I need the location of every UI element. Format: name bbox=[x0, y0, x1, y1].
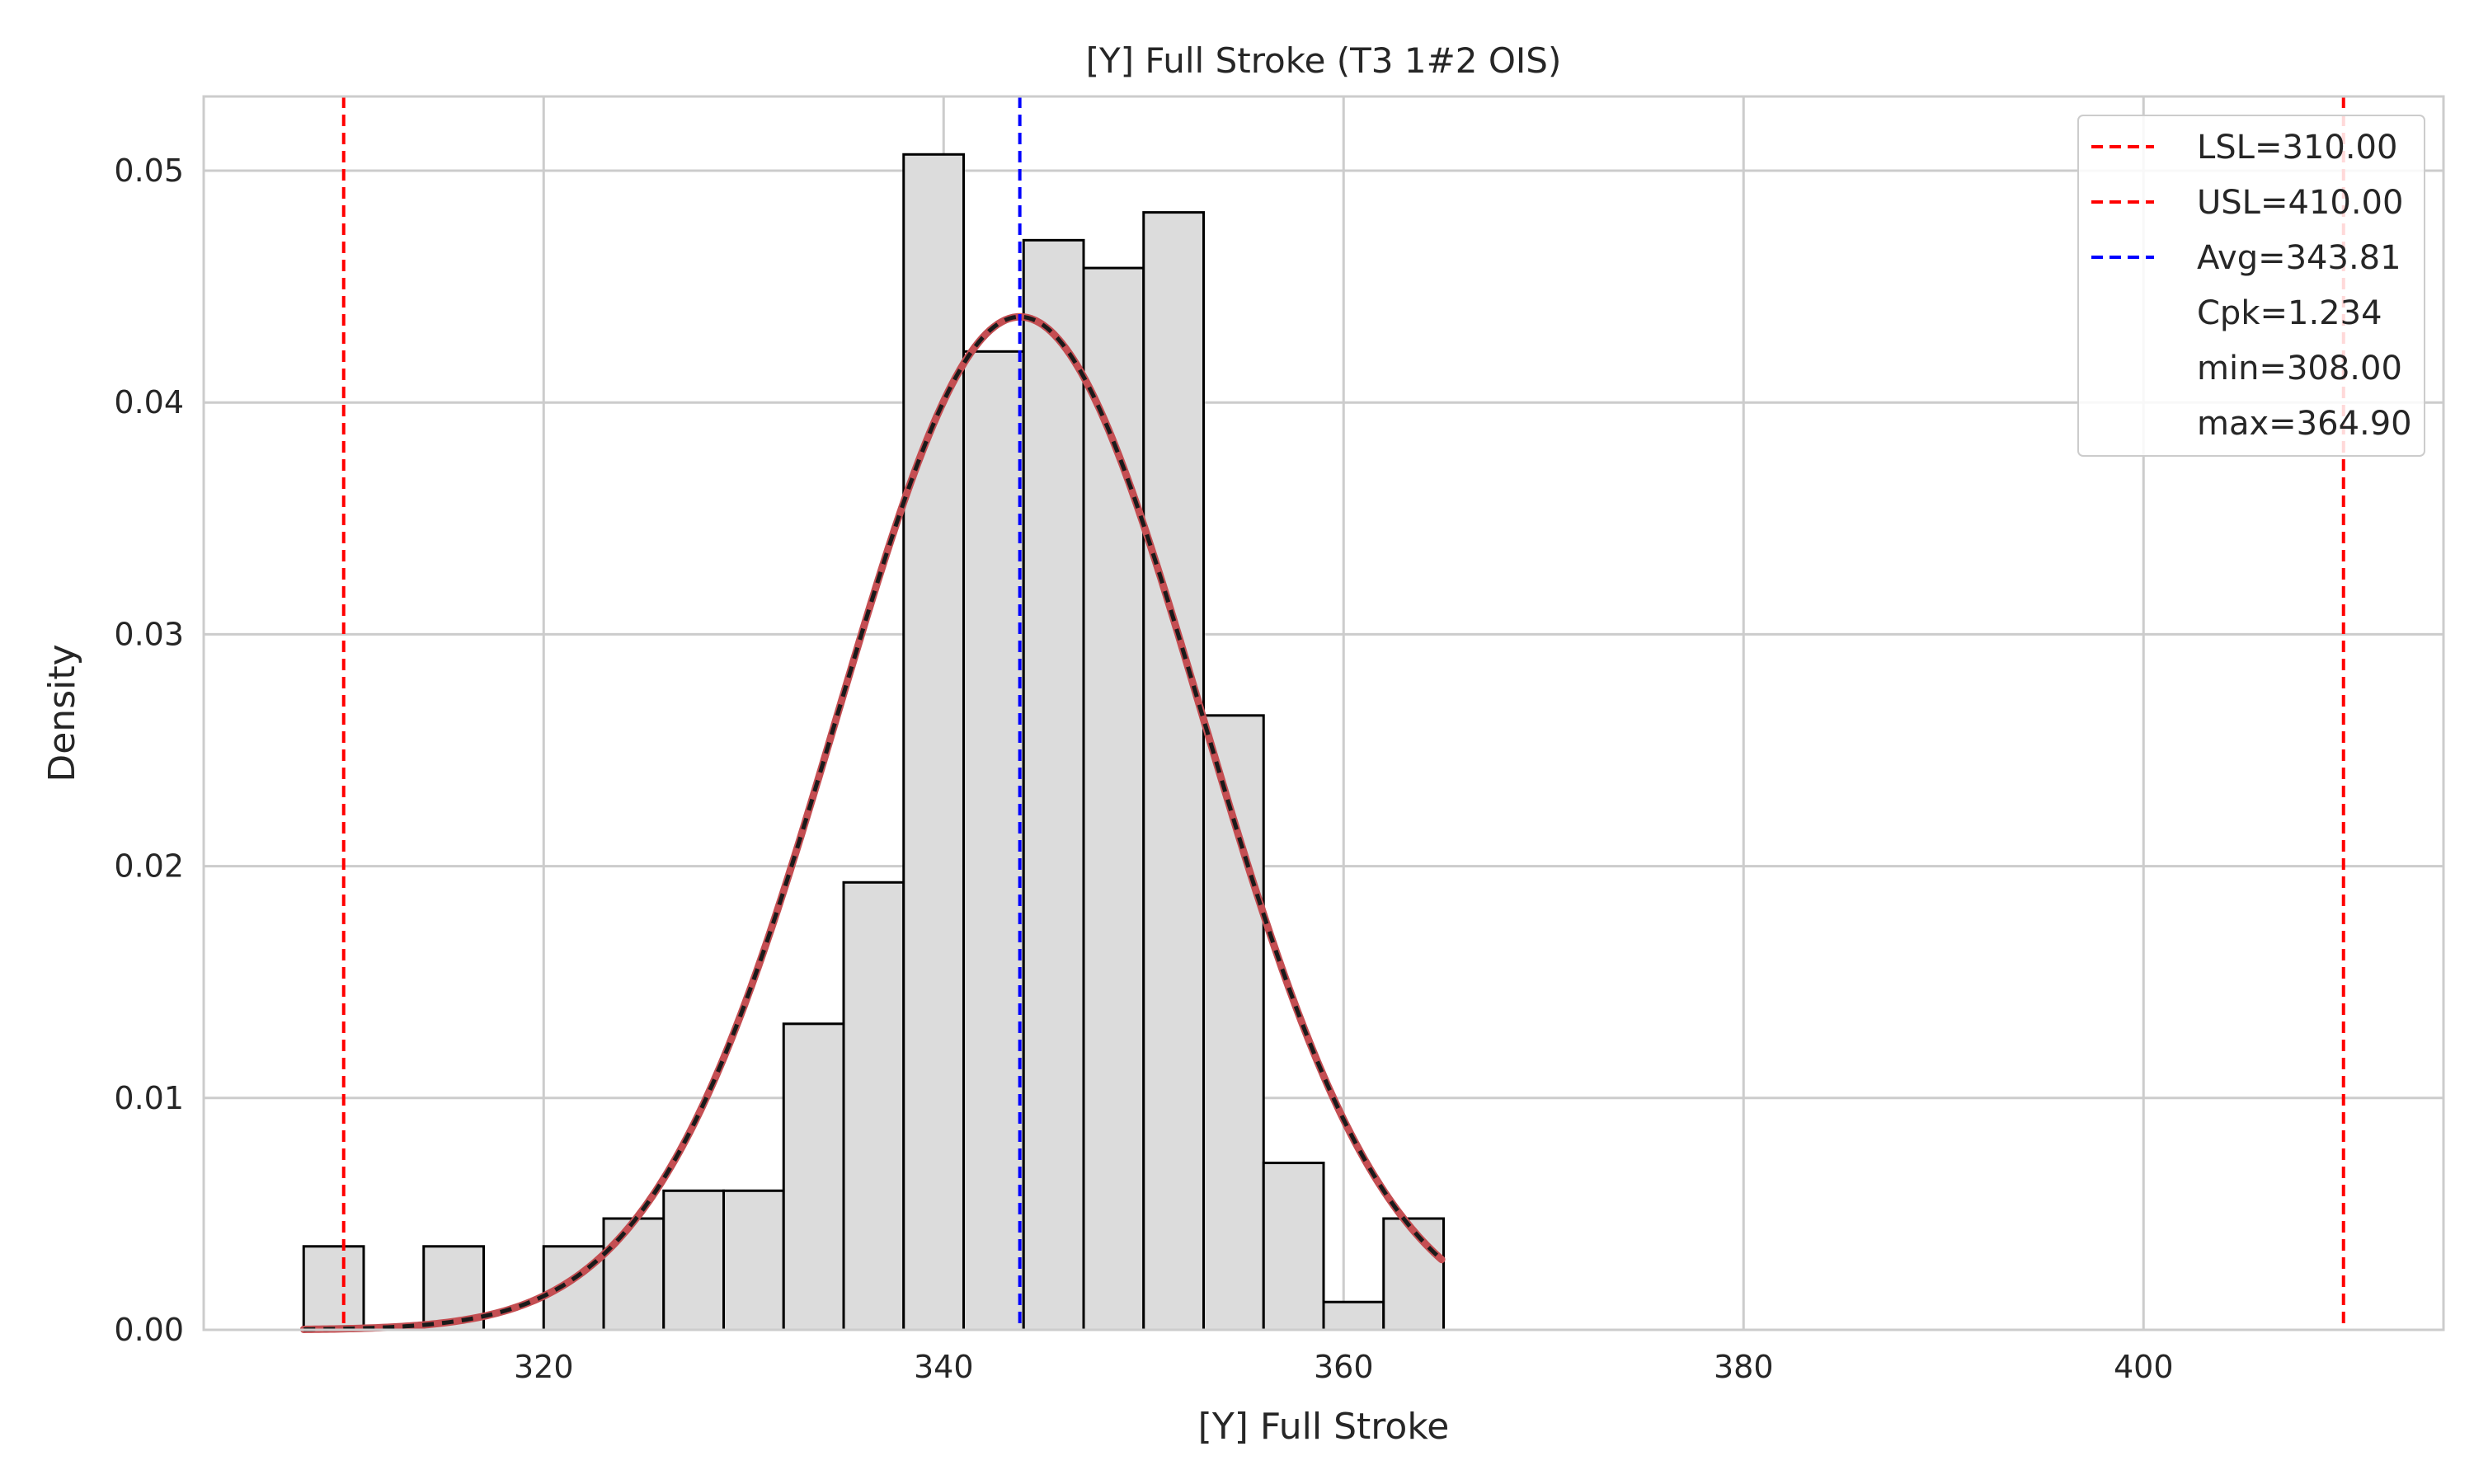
chart-title: [Y] Full Stroke (T3 1#2 OIS) bbox=[1086, 40, 1562, 81]
x-tick-label: 320 bbox=[514, 1349, 574, 1385]
y-tick-label: 0.00 bbox=[114, 1312, 184, 1348]
y-axis-ticks: 0.00 0.01 0.02 0.03 0.04 0.05 bbox=[114, 153, 184, 1348]
histogram-bar bbox=[602, 1217, 666, 1331]
x-tick-label: 340 bbox=[914, 1349, 974, 1385]
normal-curve bbox=[299, 312, 1446, 1333]
histogram-bar bbox=[722, 1189, 785, 1331]
x-axis-ticks: 320 340 360 380 400 bbox=[514, 1349, 2174, 1385]
legend-entry-label: max=364.90 bbox=[2197, 405, 2412, 443]
histogram-bar bbox=[842, 881, 905, 1331]
histogram-bar bbox=[1082, 266, 1145, 1331]
y-tick-label: 0.02 bbox=[114, 848, 184, 885]
legend: LSL=310.00 USL=410.00 Avg=343.81 Cpk=1.234 m… bbox=[2077, 115, 2425, 457]
y-tick-label: 0.03 bbox=[114, 616, 184, 652]
legend-entry-label: LSL=310.00 bbox=[2197, 129, 2397, 167]
legend-box bbox=[2077, 115, 2425, 457]
histogram-bar bbox=[302, 1245, 365, 1331]
histogram-bar bbox=[1022, 238, 1085, 1331]
histogram-bar bbox=[962, 350, 1025, 1331]
histogram-bar bbox=[1322, 1300, 1385, 1331]
histogram-bar bbox=[902, 153, 965, 1331]
x-tick-label: 360 bbox=[1314, 1349, 1374, 1385]
plot-area bbox=[204, 96, 2443, 1330]
histogram-bar bbox=[782, 1022, 845, 1331]
histogram-bar bbox=[662, 1189, 725, 1331]
legend-entry-label: min=308.00 bbox=[2197, 350, 2402, 387]
y-tick-label: 0.01 bbox=[114, 1080, 184, 1116]
x-tick-label: 380 bbox=[1714, 1349, 1774, 1385]
legend-entry-label: Avg=343.81 bbox=[2197, 239, 2401, 277]
histogram-bar bbox=[1262, 1162, 1325, 1331]
legend-entry-label: USL=410.00 bbox=[2197, 184, 2403, 222]
legend-entry-label: Cpk=1.234 bbox=[2197, 294, 2382, 332]
x-axis-label: [Y] Full Stroke bbox=[1198, 1406, 1450, 1448]
plot-frame bbox=[202, 95, 2445, 1331]
kde-dashed-line bbox=[303, 314, 1443, 1331]
x-tick-label: 400 bbox=[2114, 1349, 2174, 1385]
y-tick-label: 0.04 bbox=[114, 384, 184, 420]
y-axis-label: Density bbox=[41, 644, 83, 782]
histogram-bar bbox=[1142, 211, 1205, 1331]
y-tick-label: 0.05 bbox=[114, 153, 184, 189]
